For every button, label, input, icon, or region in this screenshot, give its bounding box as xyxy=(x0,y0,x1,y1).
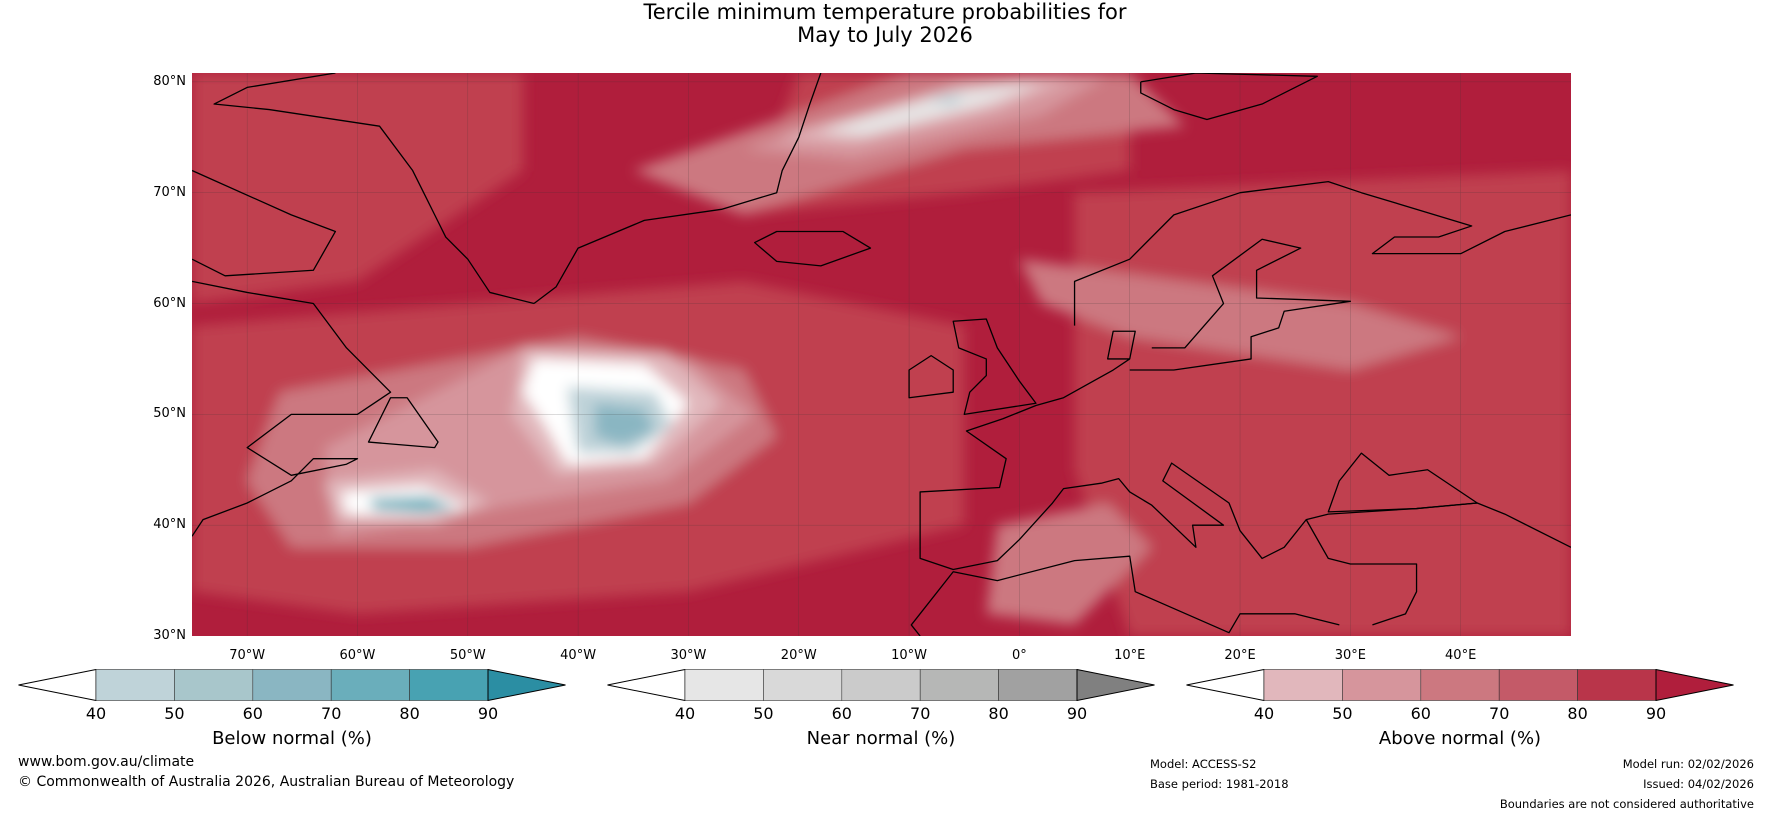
longitude-label: 20°E xyxy=(1224,648,1256,663)
latitude-label: 40°N xyxy=(153,517,186,533)
colorbar-max-extend xyxy=(487,669,566,701)
colorbar-min-extend xyxy=(607,669,686,701)
colorbar-segment xyxy=(1498,669,1578,701)
colorbar-above xyxy=(1186,669,1734,701)
disclaimer-text: Boundaries are not considered authoritat… xyxy=(1499,797,1754,811)
colorbar-tick-label: 40 xyxy=(85,704,107,723)
colorbar-tick-label: 80 xyxy=(1567,704,1588,723)
longitude-label: 70°W xyxy=(229,648,266,663)
issued-text: Issued: 04/02/2026 xyxy=(1643,777,1754,791)
colorbar-segment xyxy=(1420,669,1500,701)
colorbar-tick-label: 40 xyxy=(1253,704,1275,723)
colorbar-tick-label: 50 xyxy=(164,704,185,723)
colorbar-tick-label: 70 xyxy=(321,704,342,723)
colorbar-segment xyxy=(841,669,921,701)
latitude-label: 80°N xyxy=(153,73,186,89)
colorbar-tick-label: 50 xyxy=(753,704,774,723)
longitude-label: 50°W xyxy=(449,648,486,663)
colorbar-below xyxy=(18,669,566,701)
colorbar-segment xyxy=(684,669,764,701)
colorbar-tick-label: 70 xyxy=(1489,704,1510,723)
colorbar-segment xyxy=(919,669,999,701)
colorbar-segment xyxy=(95,669,175,701)
colorbar-segment xyxy=(1342,669,1422,701)
model-text: Model: ACCESS-S2 xyxy=(1150,757,1257,771)
probability-map xyxy=(192,73,1571,636)
colorbar-min-extend xyxy=(18,669,97,701)
probability-shading xyxy=(192,73,1571,636)
longitude-label: 20°W xyxy=(780,648,817,663)
colorbar-segment xyxy=(252,669,332,701)
colorbar-segment xyxy=(409,669,489,701)
colorbar-segment xyxy=(1263,669,1343,701)
colorbar-segment xyxy=(330,669,410,701)
model-run-text: Model run: 02/02/2026 xyxy=(1622,757,1754,771)
colorbar-tick-label: 60 xyxy=(831,704,852,723)
colorbar-title: Below normal (%) xyxy=(212,728,372,749)
colorbar-segment xyxy=(1577,669,1657,701)
colorbar-segment xyxy=(763,669,843,701)
colorbar-segment xyxy=(998,669,1078,701)
longitude-label: 0° xyxy=(1012,648,1027,663)
graticule xyxy=(192,73,1571,636)
colorbar-tick-label: 90 xyxy=(1066,704,1088,723)
longitude-label: 30°E xyxy=(1334,648,1366,663)
coastlines xyxy=(192,73,1571,636)
base-period-text: Base period: 1981-2018 xyxy=(1150,777,1289,791)
map-title-line2: May to July 2026 xyxy=(797,23,973,47)
colorbar-max-extend xyxy=(1655,669,1734,701)
colorbar-tick-label: 80 xyxy=(399,704,420,723)
colorbar-tick-label: 70 xyxy=(910,704,931,723)
website-link[interactable]: www.bom.gov.au/climate xyxy=(18,754,195,770)
map-title-line1: Tercile minimum temperature probabilitie… xyxy=(643,0,1127,24)
latitude-label: 60°N xyxy=(153,295,186,311)
longitude-label: 10°W xyxy=(891,648,928,663)
colorbar-tick-label: 90 xyxy=(477,704,499,723)
colorbar-near xyxy=(607,669,1155,701)
longitude-label: 10°E xyxy=(1114,648,1146,663)
longitude-label: 40°E xyxy=(1445,648,1477,663)
colorbar-title: Above normal (%) xyxy=(1378,728,1542,749)
latitude-label: 30°N xyxy=(153,628,186,643)
colorbar-segment xyxy=(174,669,254,701)
copyright-text: © Commonwealth of Australia 2026, Austra… xyxy=(18,774,515,790)
longitude-label: 60°W xyxy=(339,648,376,663)
colorbar-tick-label: 80 xyxy=(988,704,1009,723)
latitude-label: 50°N xyxy=(153,406,186,422)
colorbar-title: Near normal (%) xyxy=(806,728,956,749)
colorbar-min-extend xyxy=(1186,669,1265,701)
colorbar-tick-label: 60 xyxy=(1410,704,1431,723)
colorbar-tick-label: 50 xyxy=(1332,704,1353,723)
longitude-label: 30°W xyxy=(670,648,707,663)
colorbar-max-extend xyxy=(1076,669,1155,701)
latitude-label: 70°N xyxy=(153,184,186,200)
longitude-label: 40°W xyxy=(560,648,597,663)
colorbar-tick-label: 60 xyxy=(242,704,263,723)
colorbar-tick-label: 90 xyxy=(1645,704,1667,723)
colorbar-tick-label: 40 xyxy=(674,704,696,723)
